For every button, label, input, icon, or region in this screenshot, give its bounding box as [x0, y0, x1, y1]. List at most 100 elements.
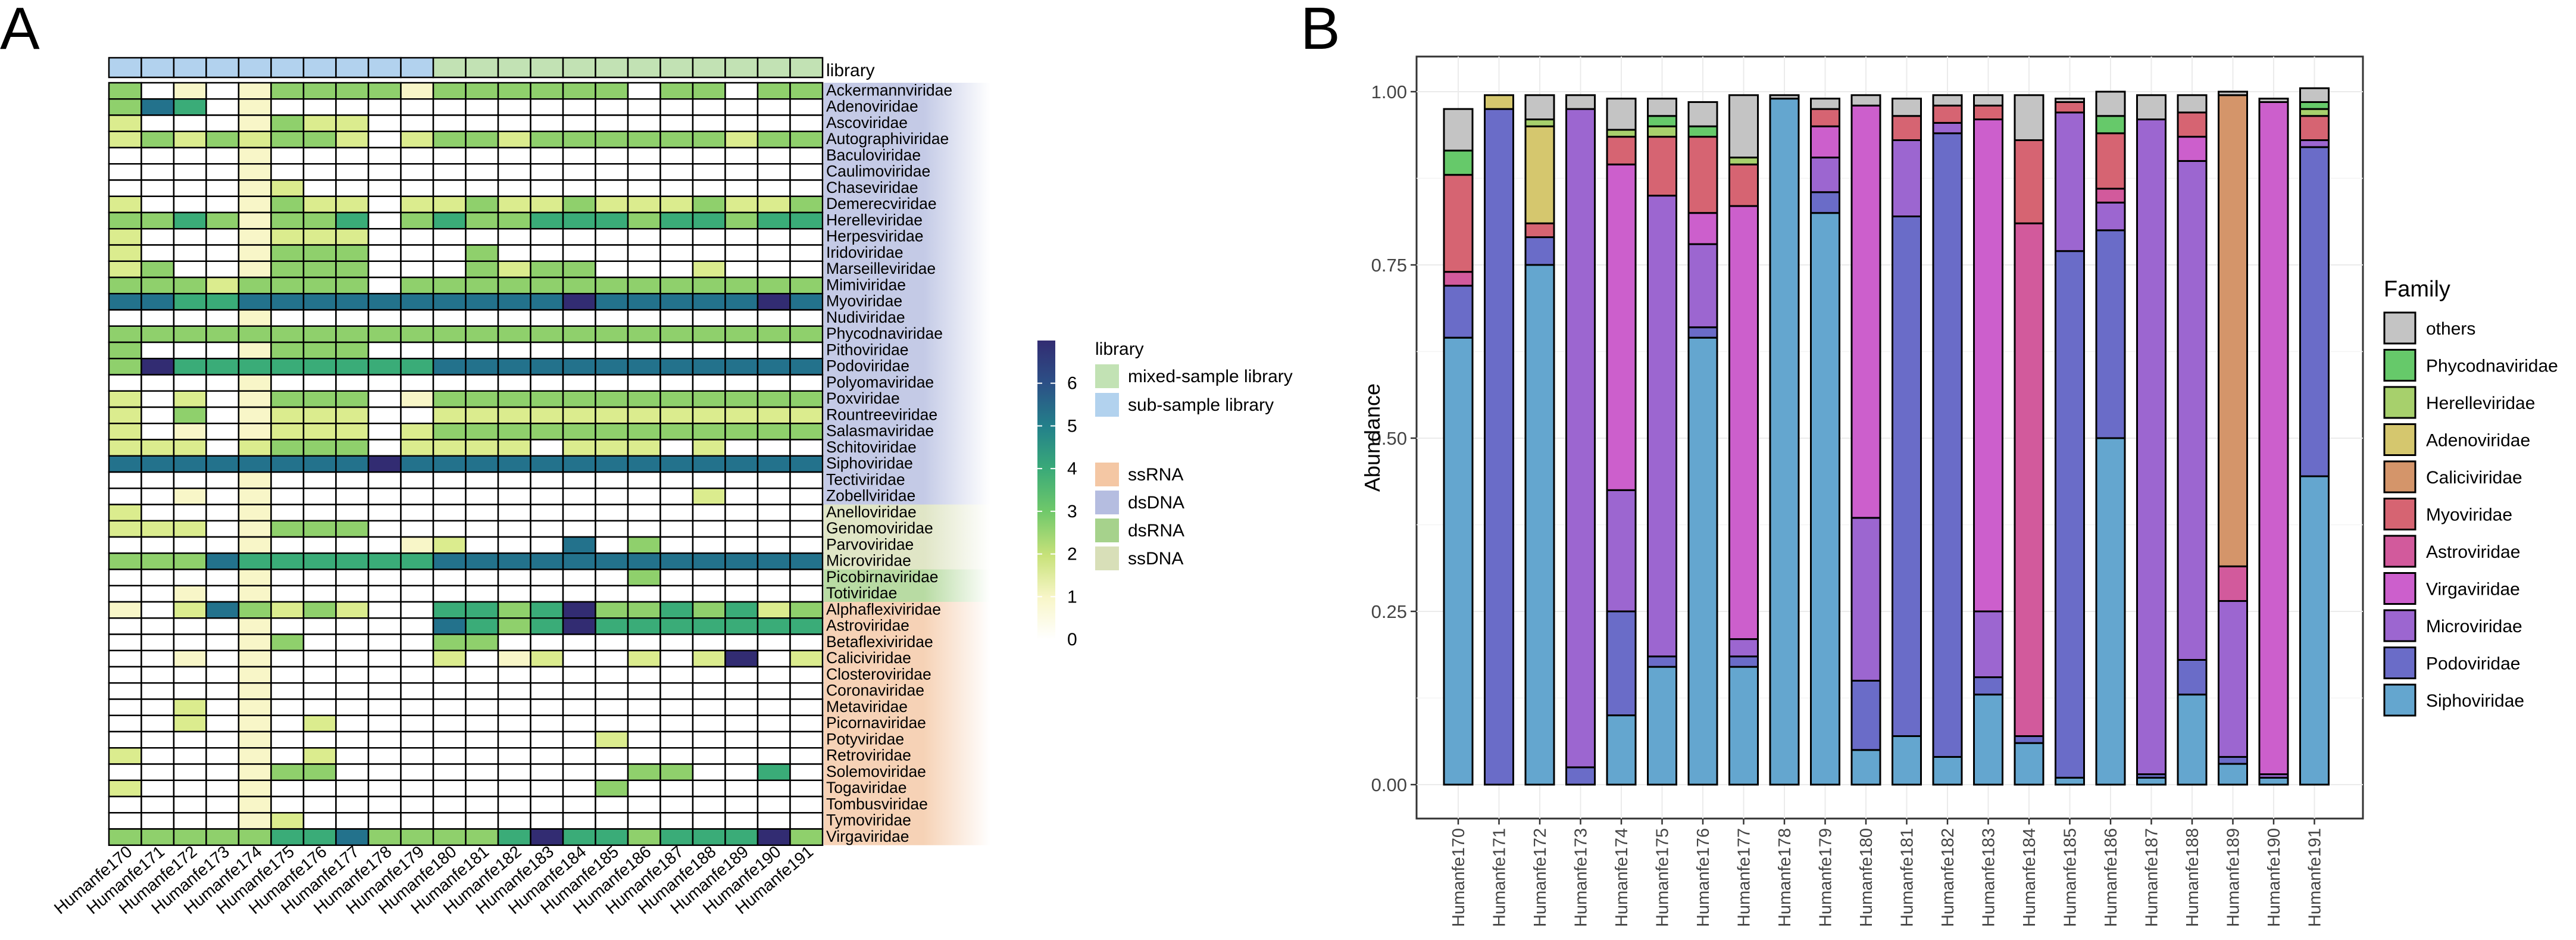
heatmap-cell — [140, 552, 175, 570]
x-tick-label: Humanfe170 — [1449, 828, 1468, 927]
bar-segment-siphoviridae — [1932, 755, 1963, 786]
heatmap-cell — [400, 82, 434, 100]
heatmap-cell — [432, 698, 467, 716]
heatmap-cell — [140, 439, 175, 457]
heatmap-cell — [432, 341, 467, 360]
genome-type-legend-label: dsDNA — [1128, 493, 1184, 513]
heatmap-cell — [400, 763, 434, 781]
heatmap-cell — [108, 114, 142, 132]
heatmap-cell — [692, 423, 726, 441]
legend-swatch-phycodnaviridae — [2383, 349, 2416, 382]
library-legend: mixed-sample library sub-sample library — [1095, 364, 1293, 417]
heatmap-cell — [627, 82, 661, 100]
heatmap-cell — [108, 293, 142, 311]
bar-segment-virgaviridae — [1973, 118, 2003, 613]
heatmap-cell — [595, 504, 629, 521]
heatmap-cell — [562, 244, 596, 262]
heatmap-cell — [302, 309, 337, 327]
heatmap-cell — [627, 211, 661, 230]
family-label: Microviridae — [826, 552, 911, 570]
y-tick-label: 0.25 — [1371, 601, 1407, 622]
heatmap-cell — [562, 471, 596, 489]
heatmap-cell — [724, 244, 759, 262]
heatmap-cell — [237, 504, 272, 521]
heatmap-cell — [789, 98, 824, 116]
heatmap-cell — [205, 211, 240, 230]
heatmap-legends: 0 1 2 3 4 5 6 library mixed-sample library sub-… — [1037, 339, 1293, 649]
heatmap-cell — [530, 795, 564, 814]
heatmap-cell — [270, 520, 305, 538]
heatmap-cell — [789, 714, 824, 733]
heatmap-cell — [335, 520, 370, 538]
heatmap-cell — [530, 747, 564, 765]
heatmap-cell — [530, 585, 564, 603]
heatmap-cell — [302, 520, 337, 538]
heatmap-cell — [595, 763, 629, 781]
legend-title: Family — [2384, 277, 2450, 302]
heatmap-cell — [724, 698, 759, 716]
heatmap-cell — [659, 114, 694, 132]
heatmap-cell — [270, 374, 305, 392]
heatmap-cell — [400, 406, 434, 424]
heatmap-cell — [595, 179, 629, 197]
heatmap-cell — [237, 536, 272, 554]
family-label: Retroviridae — [826, 747, 911, 764]
bar-segment-microviridae — [2095, 201, 2126, 232]
heatmap-cell — [692, 358, 726, 376]
heatmap-cell — [205, 471, 240, 489]
bar-segment-podoviridae — [2055, 250, 2085, 779]
heatmap-cell — [465, 325, 499, 343]
heatmap-cell — [789, 325, 824, 343]
heatmap-cell — [756, 309, 791, 327]
heatmap-cell — [692, 488, 726, 505]
heatmap-cell — [497, 666, 532, 684]
bar-segment-others — [1606, 98, 1637, 131]
heatmap-cell — [173, 714, 207, 733]
heatmap-cell — [400, 617, 434, 635]
heatmap-cell — [724, 179, 759, 197]
heatmap-cell — [270, 325, 305, 343]
heatmap-cell — [205, 714, 240, 733]
heatmap-cell — [530, 439, 564, 457]
heatmap-cell — [432, 536, 467, 554]
library-cell — [432, 57, 467, 79]
heatmap-cell — [530, 244, 564, 262]
heatmap-cell — [302, 163, 337, 181]
family-label: Tombusviridae — [826, 795, 928, 813]
heatmap-cell — [400, 666, 434, 684]
heatmap-cell — [724, 504, 759, 521]
bar-segment-podoviridae — [1850, 679, 1881, 751]
heatmap-cell — [465, 211, 499, 230]
heatmap-cell — [432, 455, 467, 473]
heatmap-cell — [562, 146, 596, 165]
heatmap-cell — [530, 617, 564, 635]
heatmap-cell — [108, 828, 142, 846]
heatmap-cell — [562, 195, 596, 214]
heatmap-cell — [237, 552, 272, 570]
heatmap-cell — [302, 682, 337, 700]
heatmap-cell — [140, 504, 175, 521]
heatmap-cell — [465, 569, 499, 586]
heatmap-cell — [627, 163, 661, 181]
heatmap-cell — [237, 585, 272, 603]
heatmap-cell — [335, 358, 370, 376]
heatmap-cell — [562, 601, 596, 619]
heatmap-cell — [756, 423, 791, 441]
heatmap-cell — [627, 520, 661, 538]
family-labels: AckermannviridaeAdenoviridaeAscoviridaeA… — [826, 81, 952, 845]
family-label: Nudiviridae — [826, 308, 905, 326]
heatmap-cell — [367, 130, 402, 149]
heatmap-cell — [400, 471, 434, 489]
heatmap-cell — [692, 795, 726, 814]
heatmap-cell — [724, 601, 759, 619]
heatmap-cell — [595, 779, 629, 798]
heatmap-cell — [756, 439, 791, 457]
heatmap-cell — [789, 228, 824, 246]
heatmap-cell — [692, 98, 726, 116]
library-cell — [530, 57, 564, 79]
genome-type-legend-label: ssRNA — [1128, 465, 1183, 485]
heatmap-cell — [595, 585, 629, 603]
heatmap-cell — [659, 390, 694, 408]
heatmap-cell — [659, 520, 694, 538]
heatmap-cell — [530, 569, 564, 586]
